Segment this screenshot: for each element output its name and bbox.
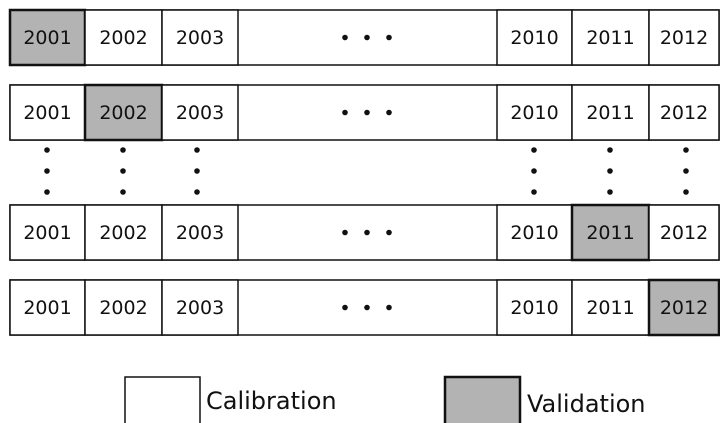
year-label: 2003 — [176, 102, 224, 124]
calibration-cell — [648, 84, 720, 141]
year-label: 2010 — [510, 102, 558, 124]
validation-label: Validation — [527, 390, 646, 418]
year-label: 2012 — [660, 102, 708, 124]
validation-cell — [570, 203, 651, 262]
year-label: 2012 — [660, 297, 708, 319]
ellipsis-dot — [386, 229, 392, 236]
vertical-dot — [607, 147, 613, 153]
vertical-dot — [194, 168, 200, 174]
vertical-dot — [531, 147, 537, 153]
vertical-dot — [607, 189, 613, 195]
calibration-cell — [9, 84, 86, 141]
ellipsis-dot — [386, 34, 392, 41]
year-label: 2003 — [176, 27, 224, 49]
calibration-cell — [9, 279, 86, 336]
calibration-cell — [571, 84, 650, 141]
calibration-cell — [84, 204, 163, 261]
year-label: 2012 — [660, 27, 708, 49]
vertical-dot — [44, 168, 50, 174]
year-label: 2001 — [23, 102, 71, 124]
calibration-cell — [496, 9, 573, 66]
ellipsis-dot — [342, 304, 348, 311]
ellipsis-dot — [342, 109, 348, 116]
year-label: 2002 — [99, 102, 147, 124]
validation-cell — [83, 83, 164, 142]
year-label: 2001 — [23, 27, 71, 49]
calibration-cell — [571, 279, 650, 336]
calibration-cell — [648, 204, 720, 261]
ellipsis-dot — [364, 109, 370, 116]
calibration-cell — [496, 84, 573, 141]
vertical-dot — [44, 147, 50, 153]
year-label: 2003 — [176, 297, 224, 319]
calibration-cell — [9, 204, 86, 261]
year-label: 2010 — [510, 297, 558, 319]
calibration-cell — [648, 9, 720, 66]
year-label: 2002 — [99, 222, 147, 244]
year-label: 2011 — [586, 222, 634, 244]
ellipsis-dot — [364, 229, 370, 236]
vertical-dot — [120, 189, 126, 195]
year-label: 2003 — [176, 222, 224, 244]
ellipsis-dot — [386, 109, 392, 116]
ellipsis-dot — [342, 34, 348, 41]
validation-cell — [8, 8, 87, 67]
validation-cell — [647, 278, 720, 337]
year-label: 2011 — [586, 102, 634, 124]
year-label: 2012 — [660, 222, 708, 244]
calibration-swatch — [124, 376, 201, 423]
ellipsis-dot — [386, 304, 392, 311]
vertical-dot — [607, 168, 613, 174]
calibration-cell — [161, 84, 239, 141]
calibration-cell — [571, 9, 650, 66]
calibration-cell — [496, 204, 573, 261]
vertical-dot — [531, 168, 537, 174]
ellipsis-dot — [364, 34, 370, 41]
year-label: 2010 — [510, 222, 558, 244]
year-label: 2011 — [586, 27, 634, 49]
calibration-label: Calibration — [206, 387, 337, 415]
vertical-dot — [120, 147, 126, 153]
vertical-dot — [194, 147, 200, 153]
year-label: 2002 — [99, 297, 147, 319]
calibration-cell — [161, 279, 239, 336]
year-label: 2001 — [23, 297, 71, 319]
ellipsis-dot — [364, 304, 370, 311]
vertical-dot — [683, 189, 689, 195]
vertical-dot — [120, 168, 126, 174]
vertical-dot — [531, 189, 537, 195]
year-label: 2011 — [586, 297, 634, 319]
year-label: 2010 — [510, 27, 558, 49]
year-label: 2001 — [23, 222, 71, 244]
vertical-dot — [683, 147, 689, 153]
calibration-cell — [161, 9, 239, 66]
vertical-dot — [194, 189, 200, 195]
calibration-cell — [84, 9, 163, 66]
year-label: 2002 — [99, 27, 147, 49]
ellipsis-dot — [342, 229, 348, 236]
vertical-dot — [683, 168, 689, 174]
calibration-cell — [161, 204, 239, 261]
validation-swatch — [443, 375, 522, 423]
vertical-dot — [44, 189, 50, 195]
